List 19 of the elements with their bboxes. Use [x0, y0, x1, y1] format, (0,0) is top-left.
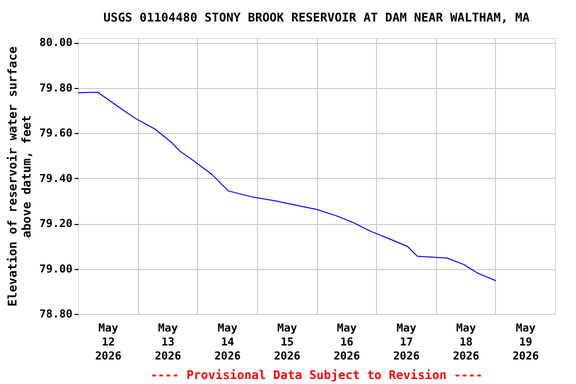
- x-tick-label: May 18 2026: [452, 322, 480, 362]
- x-tick-label: May 16 2026: [334, 322, 360, 362]
- x-tick-label: May 19 2026: [512, 322, 540, 362]
- x-tick-label: May 17 2026: [393, 322, 420, 362]
- y-tick-label: 79.00: [39, 262, 72, 276]
- y-tick-label: 79.20: [39, 217, 72, 230]
- y-tick-label: 80.00: [39, 36, 72, 50]
- x-tick-label: May 13 2026: [154, 322, 182, 362]
- x-tick-label: May 12 2026: [95, 322, 122, 362]
- y-axis-title: Elevation of reservoir water surface above datum, feet: [5, 46, 34, 307]
- chart-title: USGS 01104480 STONY BROOK RESERVOIR AT DAM NEAR WALTHAM, MA: [103, 10, 530, 25]
- y-tick-label: 79.60: [39, 126, 72, 140]
- x-tick-label: May 15 2026: [274, 322, 301, 362]
- y-tick-label: 78.80: [39, 308, 72, 320]
- y-tick-label: 79.80: [39, 81, 72, 94]
- x-tick-label: May 14 2026: [214, 322, 242, 362]
- line-series: [78, 92, 496, 282]
- text: ---- Provisional Data Subject to Revision ----: [150, 368, 483, 382]
- y-tick-label: 79.40: [39, 172, 72, 185]
